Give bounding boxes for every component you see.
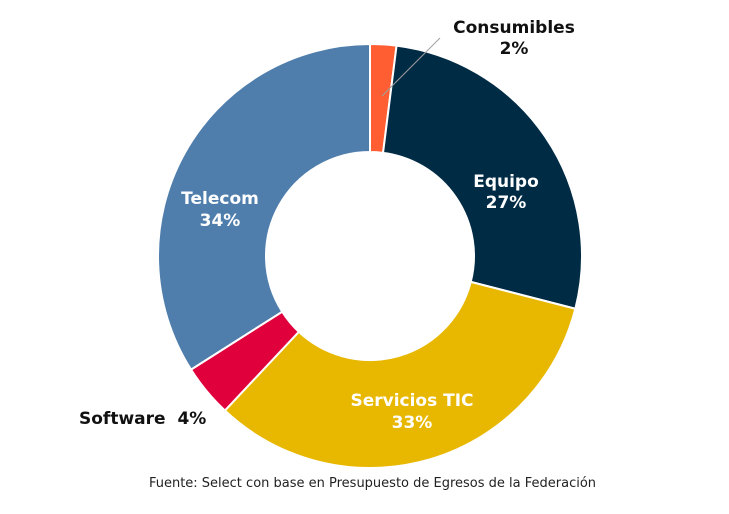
label-servicios-value: 33% [392, 413, 433, 433]
label-software: Software 4% [79, 409, 206, 429]
label-software-name: Software [79, 409, 166, 429]
label-equipo-name: Equipo [473, 172, 539, 192]
label-servicios-name: Servicios TIC [350, 391, 473, 411]
label-telecom-name: Telecom [181, 189, 259, 209]
consumibles-leader-line [381, 37, 441, 97]
slice-servicios-tic [223, 280, 577, 469]
label-consumibles-value: 2% [500, 39, 529, 59]
donut-slices [157, 42, 583, 469]
label-equipo-value: 27% [486, 193, 527, 213]
label-telecom-value: 34% [200, 211, 241, 231]
label-software-value: 4% [177, 409, 206, 429]
slice-equipo [381, 44, 583, 310]
label-consumibles-name: Consumibles [453, 18, 575, 38]
slice-telecom [157, 42, 371, 371]
source-note: Fuente: Select con base en Presupuesto d… [148, 476, 597, 491]
